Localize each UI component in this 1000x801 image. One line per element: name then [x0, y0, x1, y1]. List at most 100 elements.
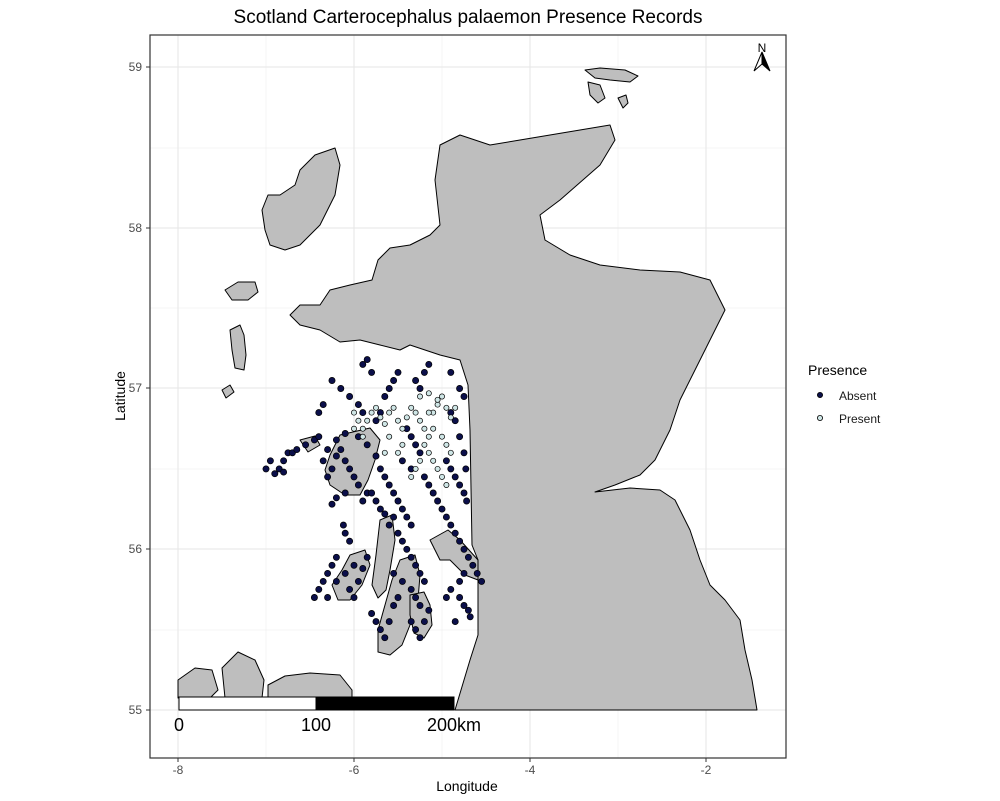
point-absent [302, 441, 310, 449]
point-absent [403, 513, 411, 521]
point-absent [385, 521, 393, 529]
point-absent [385, 385, 393, 392]
point-absent [350, 561, 358, 569]
scale-label-200km: 200km [427, 715, 481, 735]
island-orkney-1 [584, 67, 639, 83]
y-tick-label: 56 [129, 542, 143, 556]
point-absent [332, 577, 340, 585]
island-south-1 [177, 667, 219, 699]
point-absent [442, 457, 450, 465]
point-present [439, 473, 445, 480]
point-absent [385, 618, 393, 626]
plot-title: Scotland Carterocephalus palaemon Presen… [234, 7, 703, 28]
point-absent [425, 606, 433, 614]
point-absent [442, 513, 450, 521]
point-absent [403, 545, 411, 553]
point-absent [429, 489, 437, 497]
point-absent [337, 446, 345, 454]
point-present [430, 425, 437, 432]
point-present [421, 425, 428, 432]
legend-title: Presence [808, 362, 867, 378]
point-absent [368, 610, 376, 617]
point-absent [350, 473, 358, 481]
point-present [439, 433, 445, 440]
point-present [452, 404, 459, 411]
point-absent [398, 537, 406, 545]
point-absent [412, 626, 420, 634]
point-absent [451, 529, 459, 537]
scale-bar-white-segment [178, 696, 317, 711]
legend-key-absent [817, 391, 824, 398]
point-absent [266, 457, 274, 465]
point-absent [324, 473, 332, 481]
point-present [412, 409, 419, 416]
point-absent [394, 368, 402, 376]
x-tick-label: -4 [525, 763, 536, 777]
point-absent [381, 473, 389, 481]
point-absent [398, 457, 406, 465]
point-absent [346, 537, 354, 545]
island-small-3 [221, 384, 235, 399]
point-absent [462, 465, 470, 473]
point-absent [271, 470, 279, 478]
point-present [399, 441, 406, 448]
scale-label-0: 0 [174, 715, 184, 735]
point-absent [390, 569, 398, 577]
point-absent [425, 360, 433, 368]
point-absent [398, 505, 406, 513]
point-absent [350, 594, 358, 601]
legend-label-present: Present [839, 412, 881, 426]
point-present [434, 401, 441, 408]
point-absent [363, 356, 371, 364]
point-present [443, 404, 450, 411]
point-absent [451, 417, 459, 425]
point-absent [376, 505, 384, 513]
point-absent [460, 545, 468, 553]
x-tick-label: -2 [701, 763, 712, 777]
point-absent [420, 473, 428, 481]
point-absent [341, 457, 349, 465]
point-absent [407, 585, 415, 593]
point-absent [385, 481, 393, 489]
point-absent [328, 377, 336, 384]
point-absent [412, 561, 420, 569]
point-absent [460, 449, 468, 457]
point-absent [447, 585, 455, 593]
point-present [399, 425, 406, 432]
north-arrow-label: N [758, 41, 767, 55]
point-absent [460, 393, 468, 400]
point-absent [469, 561, 477, 569]
point-present [373, 404, 379, 411]
point-absent [416, 449, 424, 457]
data-points [262, 356, 486, 642]
point-absent [412, 377, 420, 384]
y-tick-label: 55 [129, 703, 143, 717]
point-present [381, 449, 388, 456]
point-absent [438, 505, 446, 513]
point-absent [341, 529, 349, 537]
point-absent [451, 618, 459, 626]
x-tick-label: -6 [349, 763, 360, 777]
point-absent [280, 468, 288, 476]
point-absent [354, 481, 362, 489]
point-absent [456, 481, 464, 489]
point-present [443, 441, 450, 448]
point-absent [319, 457, 327, 465]
point-absent [359, 360, 367, 368]
point-absent [372, 452, 380, 460]
point-absent [372, 417, 380, 425]
point-present [434, 465, 441, 472]
point-absent [341, 430, 349, 437]
point-absent [381, 393, 389, 400]
point-present [434, 396, 441, 403]
point-absent [447, 465, 455, 473]
point-absent [328, 500, 336, 508]
point-absent [354, 577, 362, 585]
point-absent [328, 561, 336, 569]
point-present [430, 457, 437, 464]
point-present [417, 457, 423, 464]
point-present [386, 433, 393, 440]
point-absent [354, 401, 362, 409]
point-absent [447, 368, 455, 376]
